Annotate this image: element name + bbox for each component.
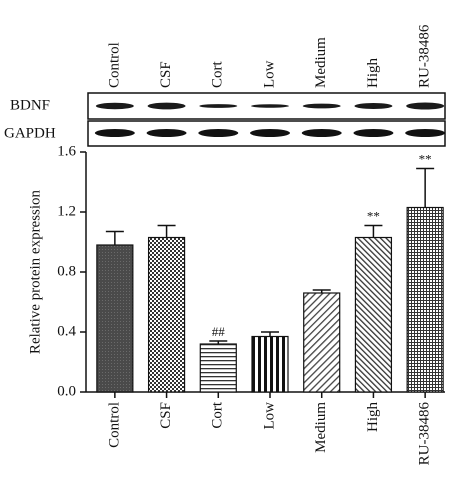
x-tick-label: Low bbox=[261, 402, 277, 430]
blot-band bbox=[94, 129, 135, 137]
x-tick-label: Control bbox=[106, 402, 122, 448]
lane-label: Cort bbox=[210, 61, 226, 89]
y-tick-label: 0.0 bbox=[57, 383, 76, 399]
lane-label: RU-38486 bbox=[417, 24, 433, 88]
blot-band bbox=[406, 102, 445, 110]
blot-band bbox=[302, 103, 341, 109]
bar bbox=[199, 343, 237, 393]
significance-label: ** bbox=[419, 151, 432, 166]
blot-band bbox=[251, 104, 289, 108]
blot-band bbox=[146, 129, 187, 137]
y-tick-label: 0.4 bbox=[57, 323, 76, 339]
x-tick-label: CSF bbox=[158, 402, 174, 429]
significance-label: ** bbox=[367, 208, 380, 223]
lane-label: Control bbox=[106, 42, 122, 88]
bar bbox=[303, 292, 341, 393]
bar bbox=[96, 244, 134, 393]
blot-band bbox=[147, 102, 186, 110]
blot-band bbox=[405, 129, 446, 137]
blot-band bbox=[250, 129, 290, 137]
significance-label: ## bbox=[212, 324, 226, 339]
bar bbox=[354, 236, 393, 393]
blot-band bbox=[301, 129, 342, 137]
x-tick-label: Cort bbox=[210, 401, 226, 429]
bar bbox=[406, 206, 444, 393]
y-axis-title: Relative protein expression bbox=[27, 189, 43, 354]
blot-row-label: BDNF bbox=[10, 97, 50, 113]
x-tick-label: High bbox=[365, 402, 381, 433]
blot-band bbox=[199, 104, 238, 108]
y-tick-label: 0.8 bbox=[57, 263, 76, 279]
blot-band bbox=[353, 129, 394, 137]
bar bbox=[251, 335, 289, 393]
x-tick-label: Medium bbox=[313, 402, 329, 453]
lane-label: Low bbox=[261, 60, 277, 88]
blot-band bbox=[95, 102, 134, 110]
y-tick-label: 1.6 bbox=[57, 143, 76, 159]
blot-band bbox=[354, 102, 393, 110]
x-tick-label: RU-38486 bbox=[417, 402, 433, 466]
lane-label: High bbox=[365, 58, 381, 89]
blot-band bbox=[198, 129, 239, 137]
lane-label: CSF bbox=[158, 61, 174, 88]
blot-row-label: GAPDH bbox=[4, 125, 56, 141]
y-tick-label: 1.2 bbox=[57, 203, 76, 219]
bar bbox=[147, 236, 186, 393]
lane-label: Medium bbox=[313, 37, 329, 88]
